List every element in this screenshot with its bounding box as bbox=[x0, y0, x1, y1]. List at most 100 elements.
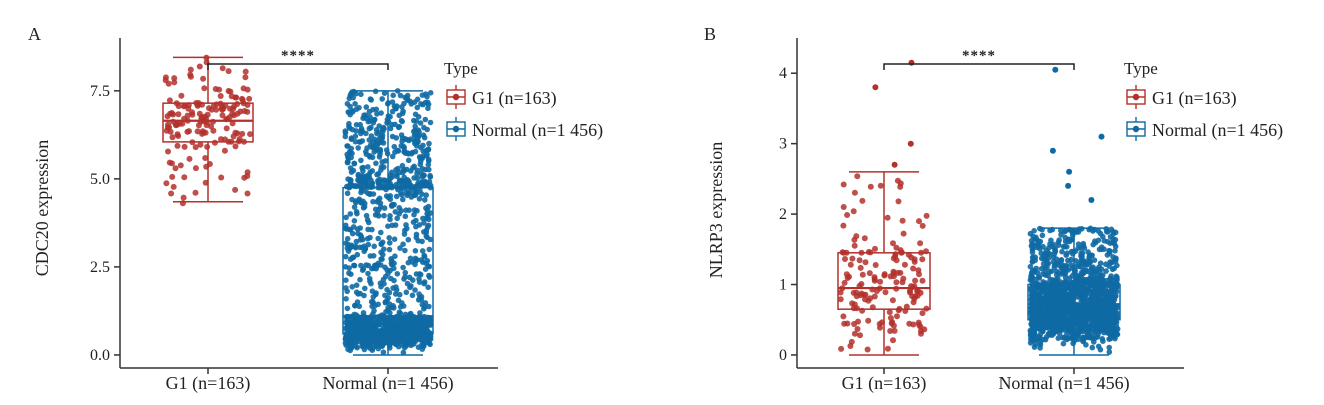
data-point bbox=[247, 131, 254, 138]
data-point bbox=[352, 138, 359, 145]
data-point bbox=[375, 129, 382, 136]
data-point bbox=[393, 287, 400, 293]
data-point bbox=[1062, 323, 1068, 330]
data-point bbox=[344, 288, 351, 295]
box-iqr bbox=[1027, 283, 1121, 321]
data-point bbox=[379, 96, 386, 102]
data-point bbox=[376, 176, 383, 183]
data-point bbox=[405, 157, 412, 164]
data-point bbox=[1047, 287, 1053, 294]
data-point bbox=[166, 97, 173, 104]
data-point bbox=[187, 66, 194, 73]
data-point bbox=[1111, 240, 1118, 247]
data-point bbox=[387, 125, 394, 132]
data-point bbox=[413, 132, 419, 138]
data-point bbox=[350, 94, 357, 101]
data-point bbox=[366, 125, 373, 132]
data-point bbox=[381, 212, 387, 219]
data-point bbox=[1031, 329, 1037, 335]
data-point bbox=[379, 239, 386, 246]
data-point bbox=[1087, 275, 1094, 281]
data-point bbox=[219, 112, 226, 119]
data-point bbox=[1070, 340, 1076, 347]
data-point bbox=[406, 274, 413, 281]
data-point bbox=[202, 155, 209, 161]
panel-b-y-tick-label: 4 bbox=[779, 65, 787, 82]
panel-b: B NLRP3 expression 0 1 2 3 4 **** G1 (n=163)… bbox=[704, 24, 1283, 394]
data-point bbox=[425, 105, 431, 112]
data-point bbox=[356, 174, 362, 181]
data-point bbox=[197, 141, 204, 148]
outlier-point bbox=[907, 140, 914, 147]
data-point bbox=[375, 235, 382, 242]
data-point bbox=[1032, 341, 1039, 348]
data-point bbox=[239, 95, 245, 102]
data-point bbox=[848, 338, 855, 345]
data-point bbox=[867, 295, 874, 302]
data-point bbox=[1053, 287, 1060, 294]
data-point bbox=[356, 303, 363, 310]
data-point bbox=[397, 92, 404, 99]
data-point bbox=[363, 182, 370, 188]
data-point bbox=[912, 277, 919, 284]
data-point bbox=[1030, 309, 1037, 316]
data-point bbox=[358, 262, 364, 269]
data-point bbox=[426, 246, 433, 253]
data-point bbox=[363, 262, 370, 268]
panel-b-axes: 0 1 2 3 4 bbox=[779, 38, 1184, 374]
data-point bbox=[877, 324, 883, 331]
data-point bbox=[881, 272, 888, 279]
data-point bbox=[900, 275, 907, 282]
data-point bbox=[1059, 310, 1066, 317]
data-point bbox=[1062, 228, 1069, 234]
data-point bbox=[388, 340, 394, 347]
data-point bbox=[357, 276, 363, 283]
data-point bbox=[227, 88, 234, 95]
panel-b-category-normal-text: Normal (n=1 456) bbox=[998, 373, 1129, 394]
data-point bbox=[412, 123, 419, 130]
data-point bbox=[218, 174, 225, 181]
data-point bbox=[1104, 229, 1110, 235]
data-point bbox=[349, 230, 356, 237]
data-point bbox=[412, 127, 418, 134]
data-point bbox=[413, 271, 420, 277]
data-point bbox=[167, 128, 174, 135]
panel-b-significance-label: **** bbox=[962, 48, 996, 64]
data-point bbox=[354, 344, 360, 351]
data-point bbox=[217, 93, 224, 99]
data-point bbox=[196, 63, 203, 70]
data-point bbox=[394, 147, 401, 154]
data-point bbox=[399, 162, 406, 169]
data-point bbox=[1073, 229, 1080, 235]
outlier-point bbox=[1049, 147, 1056, 154]
data-point bbox=[351, 262, 357, 269]
data-point bbox=[391, 305, 397, 311]
data-point bbox=[171, 79, 178, 86]
data-point bbox=[342, 264, 349, 270]
data-point bbox=[1100, 297, 1106, 304]
data-point bbox=[382, 158, 389, 164]
data-point bbox=[842, 256, 848, 262]
data-point bbox=[1032, 323, 1039, 329]
data-point bbox=[1092, 306, 1098, 312]
data-point bbox=[367, 253, 374, 259]
data-point bbox=[1028, 285, 1035, 291]
data-point bbox=[363, 148, 369, 155]
data-point bbox=[376, 123, 383, 129]
panel-b-y-tick-label: 2 bbox=[779, 206, 787, 223]
outlier-point bbox=[1065, 182, 1072, 189]
data-point bbox=[402, 274, 408, 280]
data-point bbox=[426, 140, 432, 147]
data-point bbox=[871, 277, 878, 284]
data-point bbox=[1038, 298, 1044, 305]
data-point bbox=[1107, 240, 1113, 246]
data-point bbox=[1060, 340, 1067, 347]
data-point bbox=[225, 68, 232, 75]
panel-a: A CDC20 expression 0.0 2.5 5.0 7.5 **** G1 … bbox=[28, 24, 603, 394]
data-point bbox=[907, 287, 913, 294]
data-point bbox=[352, 336, 359, 343]
data-point bbox=[422, 197, 428, 203]
data-point bbox=[859, 271, 866, 278]
data-point bbox=[416, 181, 423, 188]
data-point bbox=[423, 192, 430, 198]
